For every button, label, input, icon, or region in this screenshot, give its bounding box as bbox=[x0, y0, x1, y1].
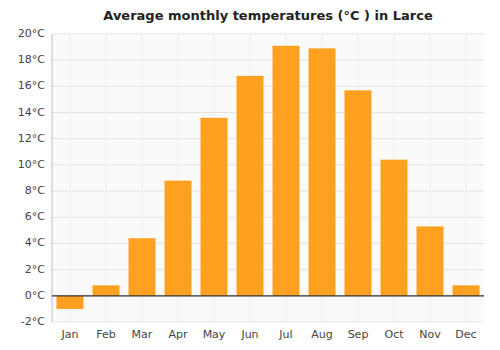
y-tick-label: 12°C bbox=[18, 132, 45, 145]
x-tick-label: Feb bbox=[96, 328, 115, 341]
y-tick-label: 20°C bbox=[18, 27, 45, 40]
zero-line bbox=[52, 295, 484, 296]
x-tick-label: Nov bbox=[419, 328, 441, 341]
grid-line-y bbox=[52, 138, 484, 139]
grid-line-y bbox=[52, 295, 484, 296]
bar bbox=[381, 160, 408, 296]
grid bbox=[52, 34, 484, 322]
y-tick-label: 4°C bbox=[25, 236, 45, 249]
x-axis: Jan Feb Mar Apr May Jun Jul Aug Sep Oct Nov Dec bbox=[61, 328, 477, 341]
grid-line-y bbox=[52, 112, 484, 113]
grid-line-x bbox=[106, 34, 107, 322]
chart-title: Average monthly temperatures (°C ) in La… bbox=[103, 8, 433, 23]
bar bbox=[201, 118, 228, 296]
bar bbox=[237, 76, 264, 296]
x-tick-label: Apr bbox=[168, 328, 188, 341]
y-tick-label: 0°C bbox=[25, 289, 45, 302]
y-axis-line bbox=[52, 34, 53, 322]
bar bbox=[345, 90, 372, 296]
y-tick-label: 16°C bbox=[18, 79, 45, 92]
grid-line-y bbox=[52, 191, 484, 192]
x-tick-label: Oct bbox=[384, 328, 404, 341]
y-axis: -2°C 0°C 2°C 4°C 6°C 8°C 10°C 12°C 14°C 16°C 18°C 2… bbox=[18, 27, 52, 328]
plot-area bbox=[52, 34, 484, 322]
grid-line-y bbox=[52, 164, 484, 165]
x-tick-label: Jul bbox=[278, 328, 292, 341]
bar bbox=[57, 296, 84, 309]
bar bbox=[129, 238, 156, 296]
bar bbox=[309, 48, 336, 295]
bar bbox=[165, 181, 192, 296]
y-tick-label: 18°C bbox=[18, 53, 45, 66]
chart-container: -2°C 0°C 2°C 4°C 6°C 8°C 10°C 12°C 14°C 16°C 18°C 2… bbox=[0, 0, 500, 350]
grid-line-y bbox=[52, 86, 484, 87]
y-tick-label: 8°C bbox=[25, 184, 45, 197]
x-tick-label: Mar bbox=[132, 328, 153, 341]
bars bbox=[57, 46, 480, 309]
x-tick-label: Aug bbox=[311, 328, 332, 341]
grid-line-x bbox=[466, 34, 467, 322]
bar bbox=[417, 226, 444, 295]
y-tick-label: 6°C bbox=[25, 210, 45, 223]
bar bbox=[273, 46, 300, 296]
y-tick-label: 2°C bbox=[25, 263, 45, 276]
x-tick-label: Dec bbox=[455, 328, 476, 341]
bar bbox=[453, 285, 480, 295]
grid-line-y bbox=[52, 34, 484, 35]
grid-line-x bbox=[70, 34, 71, 322]
chart-svg: -2°C 0°C 2°C 4°C 6°C 8°C 10°C 12°C 14°C 16°C 18°C 2… bbox=[0, 0, 500, 350]
y-tick-label: 10°C bbox=[18, 158, 45, 171]
grid-line-y bbox=[52, 60, 484, 61]
x-tick-label: Jun bbox=[240, 328, 258, 341]
grid-line-y bbox=[52, 322, 484, 323]
x-tick-label: Sep bbox=[348, 328, 369, 341]
x-tick-label: May bbox=[203, 328, 226, 341]
y-tick-label: -2°C bbox=[21, 315, 45, 328]
grid-line-y bbox=[52, 217, 484, 218]
y-tick-label: 14°C bbox=[18, 106, 45, 119]
bar bbox=[93, 285, 120, 295]
x-tick-label: Jan bbox=[61, 328, 79, 341]
